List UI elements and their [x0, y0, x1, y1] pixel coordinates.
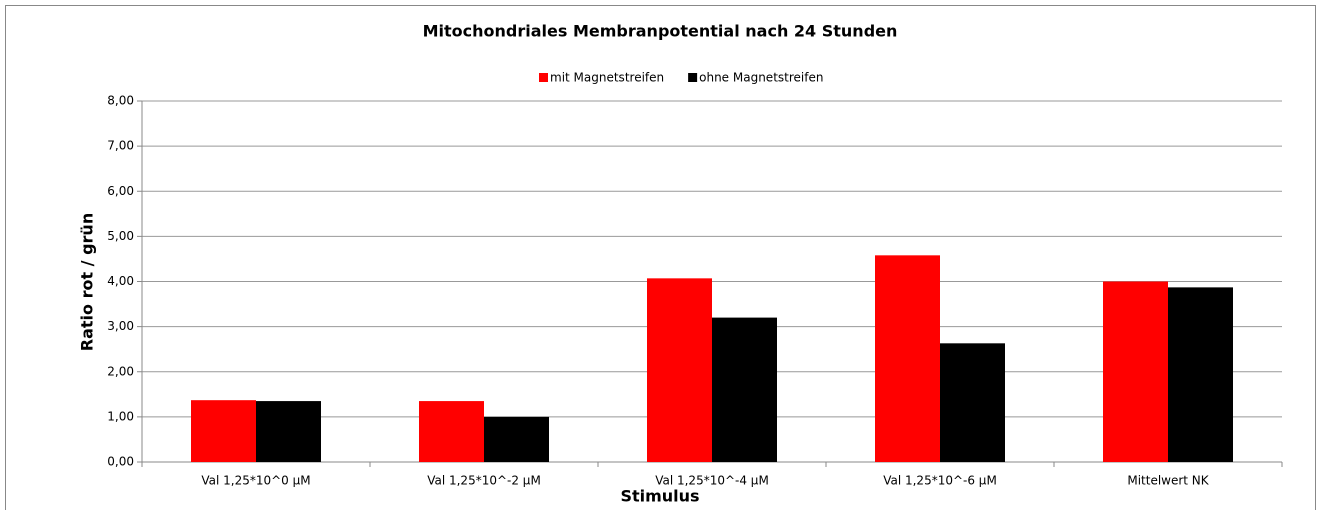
bar: [419, 401, 484, 462]
bar: [712, 317, 777, 462]
y-tick-label: 8,00: [107, 94, 134, 108]
x-tick-label: Val 1,25*10^-6 µM: [883, 474, 997, 488]
y-tick-label: 7,00: [107, 139, 134, 153]
y-tick-label: 6,00: [107, 184, 134, 198]
legend-label: mit Magnetstreifen: [550, 71, 664, 85]
bar: [875, 255, 940, 462]
y-axis-label: Ratio rot / grün: [78, 213, 97, 351]
x-tick-label: Mittelwert NK: [1127, 474, 1209, 488]
y-tick-label: 4,00: [107, 274, 134, 288]
y-tick-label: 2,00: [107, 364, 134, 378]
y-tick-label: 5,00: [107, 229, 134, 243]
bar: [191, 400, 256, 462]
legend-swatch: [688, 73, 698, 82]
y-tick-label: 3,00: [107, 319, 134, 333]
bar: [940, 343, 1005, 462]
bar: [1168, 287, 1233, 462]
bar: [1103, 281, 1168, 462]
y-tick-label: 0,00: [107, 455, 134, 469]
x-axis-label: Stimulus: [620, 487, 699, 506]
bar: [256, 401, 321, 462]
bar: [484, 416, 549, 462]
x-tick-label: Val 1,25*10^-2 µM: [427, 474, 541, 488]
y-tick-label: 1,00: [107, 409, 134, 423]
x-tick-label: Val 1,25*10^-4 µM: [655, 474, 769, 488]
legend-swatch: [539, 73, 548, 82]
chart-title: Mitochondriales Membranpotential nach 24…: [423, 22, 898, 41]
x-tick-label: Val 1,25*10^0 µM: [201, 474, 310, 488]
bar: [647, 278, 712, 462]
legend-label: ohne Magnetstreifen: [699, 71, 823, 85]
